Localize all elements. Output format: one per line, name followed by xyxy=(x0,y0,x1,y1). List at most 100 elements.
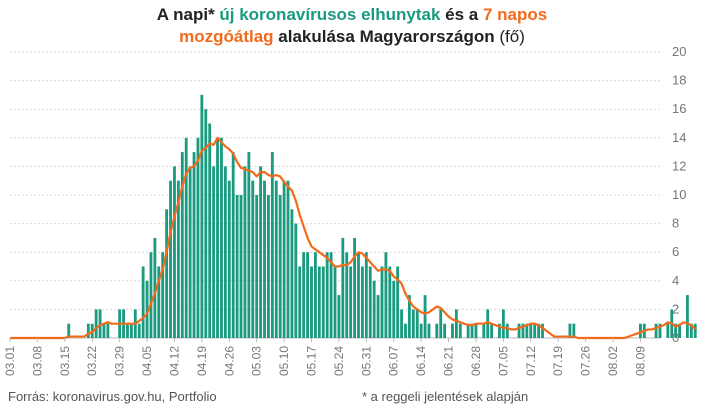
bar xyxy=(302,252,306,338)
bar xyxy=(674,323,678,338)
bar xyxy=(157,266,161,338)
bar xyxy=(314,252,317,338)
bar xyxy=(689,323,693,338)
bar xyxy=(466,323,470,338)
bar xyxy=(458,323,462,338)
bar xyxy=(666,323,670,338)
bar xyxy=(525,323,529,338)
bar xyxy=(169,180,172,338)
bar xyxy=(298,266,302,338)
bar xyxy=(223,166,227,338)
x-tick-label: 06.07 xyxy=(387,346,401,376)
bar xyxy=(639,323,642,338)
bar xyxy=(454,309,458,338)
bar xyxy=(294,223,298,338)
x-tick-label: 03.15 xyxy=(58,346,72,376)
x-tick-label: 07.12 xyxy=(524,346,538,376)
bar xyxy=(149,252,153,338)
bar xyxy=(451,323,454,338)
moving-average-path xyxy=(10,136,697,340)
moving-average-line xyxy=(10,136,697,340)
x-tick-label: 07.05 xyxy=(496,346,510,376)
title-line-1: A napi* új koronavírusos elhunytak és a … xyxy=(0,4,704,26)
bar xyxy=(388,266,392,338)
bar xyxy=(321,266,325,338)
bar xyxy=(337,295,341,338)
bar xyxy=(572,323,576,338)
bar xyxy=(537,323,541,338)
title-part-2: új koronavírusos elhunytak xyxy=(219,5,441,24)
bar xyxy=(384,252,388,338)
bar xyxy=(282,180,286,338)
bar xyxy=(204,109,208,338)
bar xyxy=(345,252,349,338)
y-tick-label: 14 xyxy=(672,130,686,145)
bar xyxy=(411,309,415,338)
x-tick-label: 03.01 xyxy=(3,346,17,376)
bar xyxy=(165,209,169,338)
bar xyxy=(392,280,396,338)
bar xyxy=(188,166,192,338)
bar xyxy=(470,323,474,338)
y-tick-label: 2 xyxy=(672,301,679,316)
bar xyxy=(227,180,231,338)
bar xyxy=(686,295,689,338)
bar xyxy=(251,180,255,338)
bar xyxy=(263,180,266,338)
bar xyxy=(325,252,329,338)
bar xyxy=(482,323,486,338)
bar xyxy=(658,323,662,338)
bar xyxy=(231,152,235,338)
x-tick-label: 04.26 xyxy=(222,346,236,376)
bar xyxy=(180,152,184,338)
bars xyxy=(67,94,697,339)
bar xyxy=(505,323,509,338)
title-part-5: mozgóátlag xyxy=(179,27,274,46)
source-note: Forrás: koronavirus.gov.hu, Portfolio xyxy=(8,389,217,404)
bar xyxy=(376,295,380,338)
bar xyxy=(419,323,423,338)
bar xyxy=(270,152,274,338)
bar xyxy=(541,323,544,338)
bar xyxy=(490,323,494,338)
y-axis: 0 2 4 6 8 10 12 14 16 18 20 xyxy=(672,44,686,345)
y-tick-label: 16 xyxy=(672,101,686,116)
bar xyxy=(400,309,403,338)
bar xyxy=(368,266,372,338)
x-tick-label: 04.12 xyxy=(167,346,181,376)
x-axis: 03.01 03.08 03.15 03.22 03.29 04.05 04.12 04.19… xyxy=(3,338,647,376)
x-tick-label: 04.05 xyxy=(140,346,154,376)
bar xyxy=(220,137,223,338)
footnote: * a reggeli jelentések alapján xyxy=(362,389,529,404)
x-tick-label: 06.21 xyxy=(442,346,456,376)
bar xyxy=(267,195,270,338)
bar xyxy=(290,209,294,338)
y-tick-label: 8 xyxy=(672,216,679,231)
bar xyxy=(498,323,501,338)
x-tick-label: 07.19 xyxy=(551,346,565,376)
y-tick-label: 20 xyxy=(672,44,686,59)
x-tick-label: 06.28 xyxy=(469,346,483,376)
bar xyxy=(200,94,204,339)
x-tick-label: 07.26 xyxy=(579,346,593,376)
bar xyxy=(306,252,309,338)
bar xyxy=(86,323,90,338)
bar xyxy=(423,295,427,338)
bar xyxy=(196,137,200,338)
title-part-3: és a xyxy=(440,5,483,24)
bar xyxy=(141,266,145,338)
x-tick-label: 08.09 xyxy=(633,346,647,376)
bar xyxy=(102,323,106,338)
bar xyxy=(501,309,505,338)
bar xyxy=(259,166,263,338)
x-tick-label: 08.02 xyxy=(606,346,620,376)
title-part-4: 7 napos xyxy=(483,5,548,24)
y-tick-label: 18 xyxy=(672,73,686,88)
y-tick-label: 0 xyxy=(672,330,679,345)
bar xyxy=(208,123,212,338)
x-tick-label: 03.08 xyxy=(30,346,44,376)
bar xyxy=(533,323,537,338)
bar xyxy=(317,266,321,338)
bar xyxy=(184,137,188,338)
